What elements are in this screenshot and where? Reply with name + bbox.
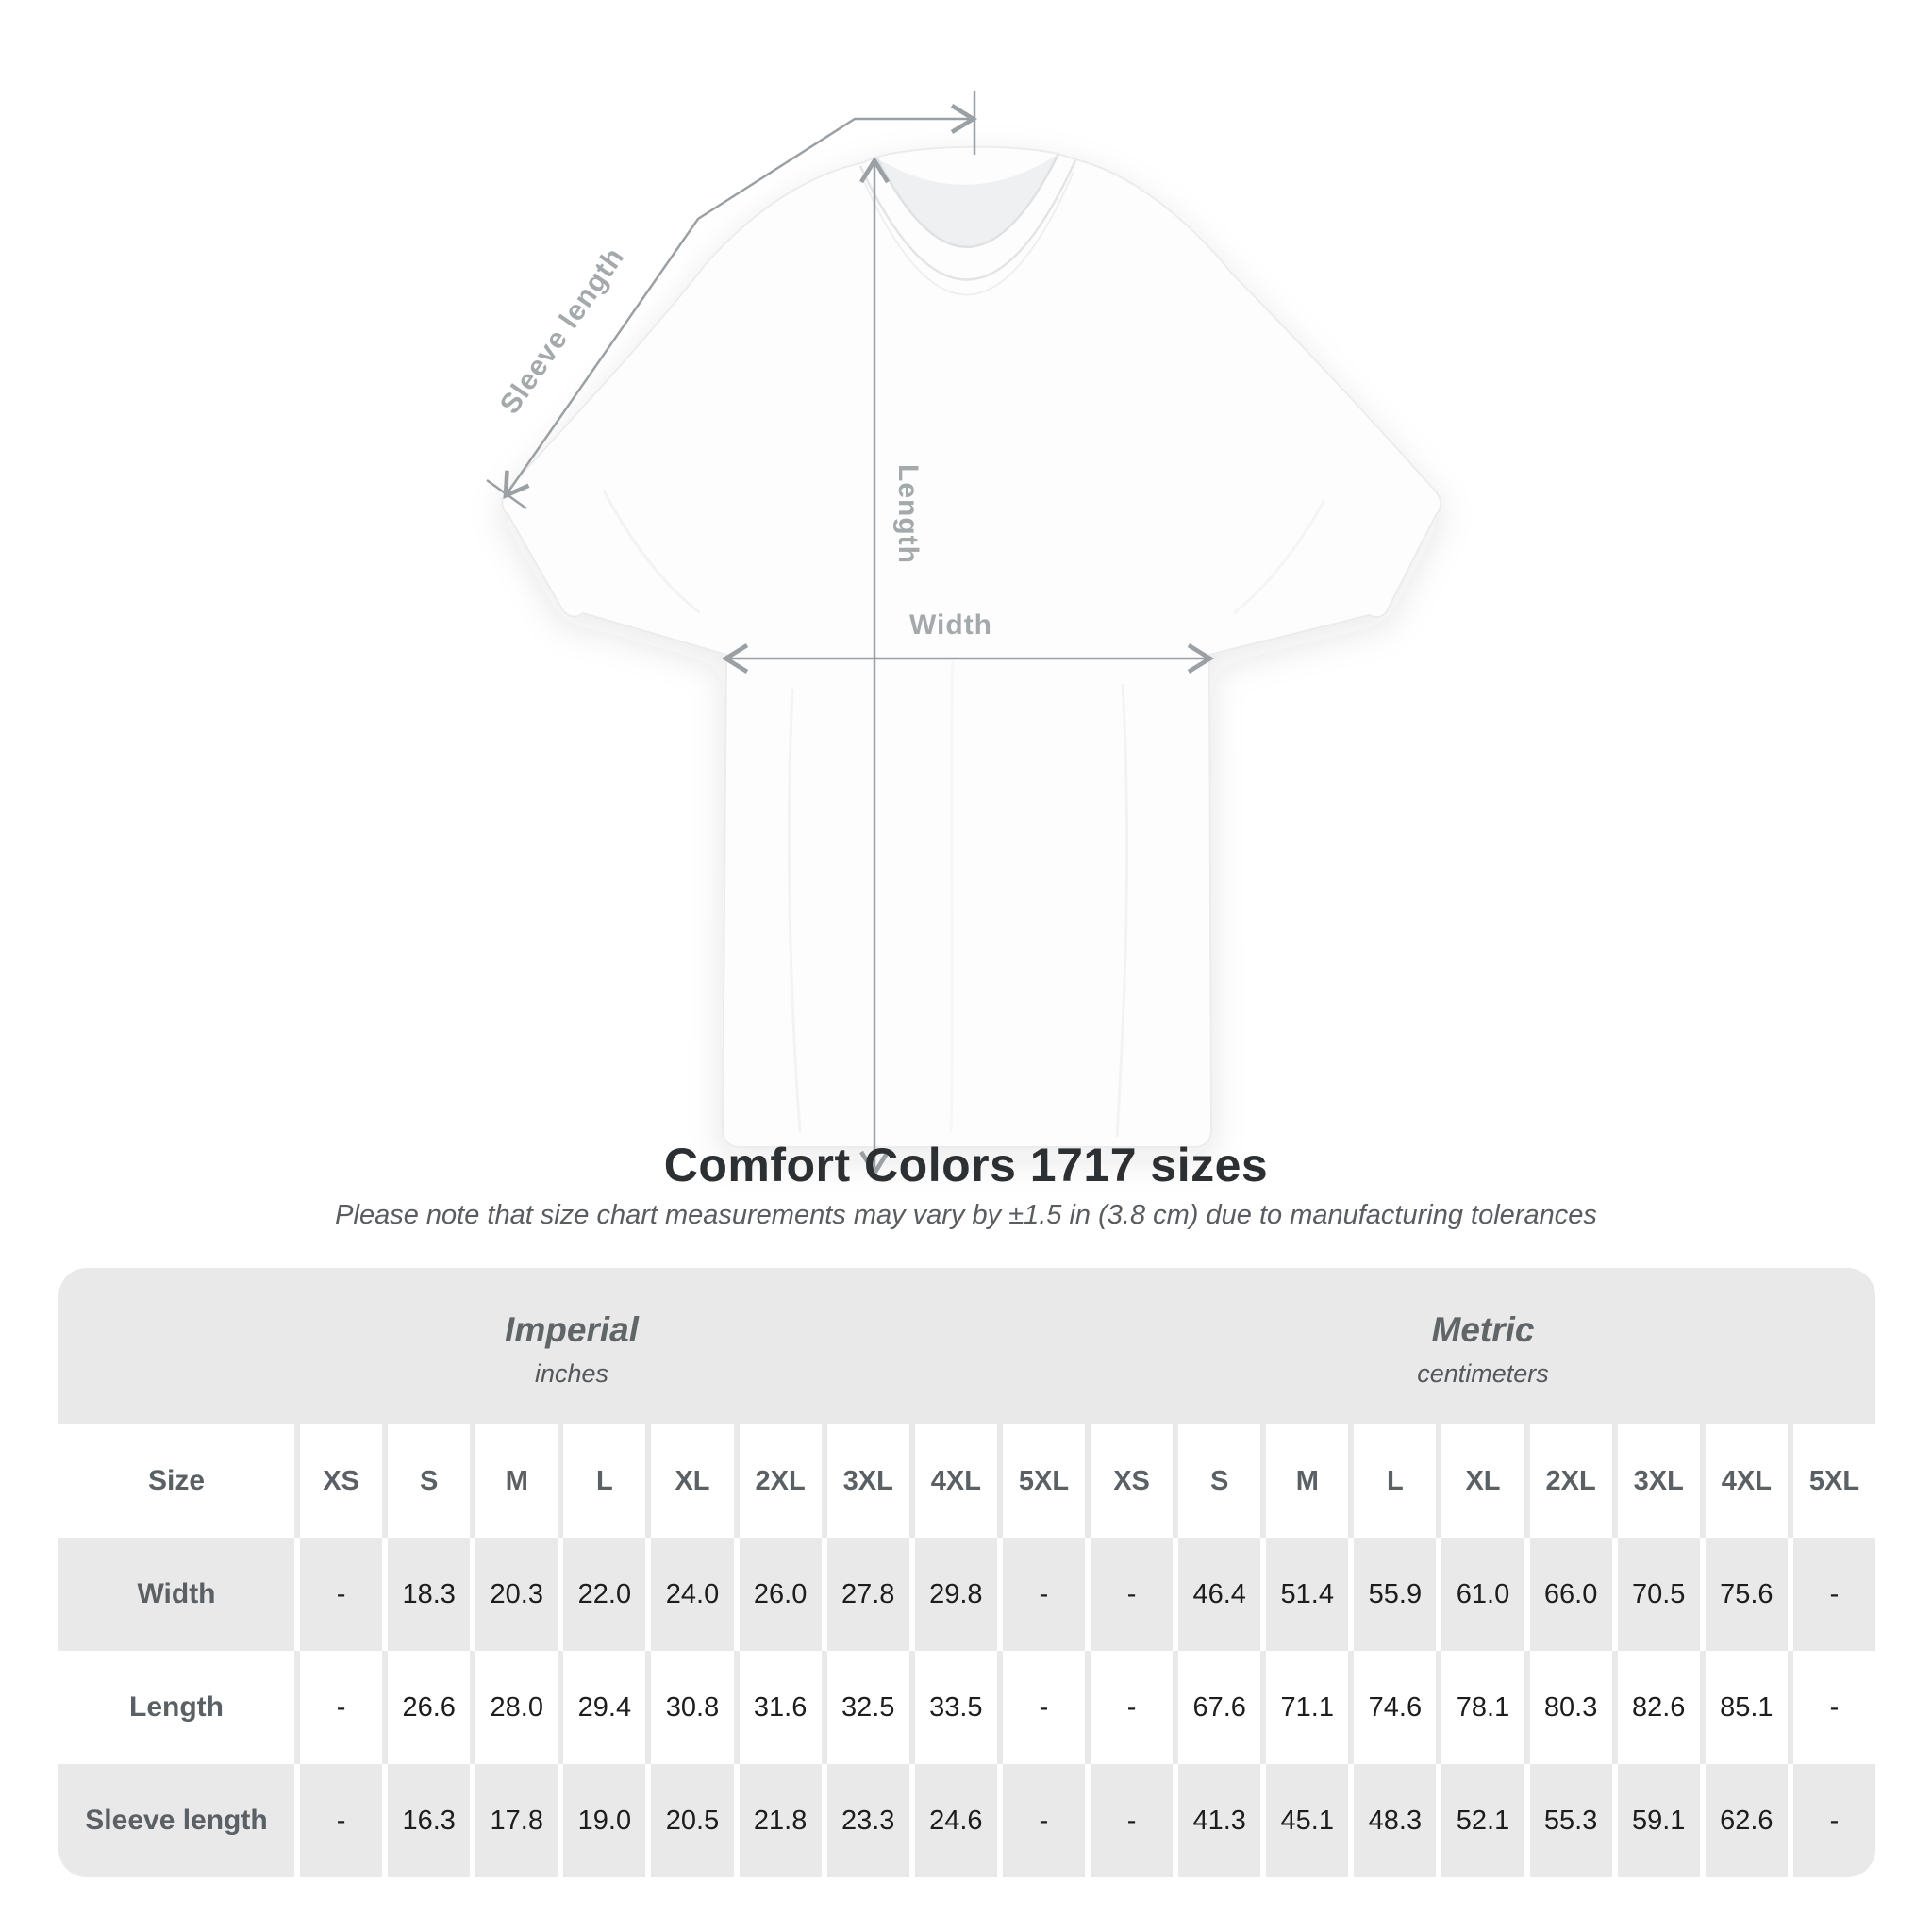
row-label: Sleeve length xyxy=(58,1764,294,1877)
table-cell: - xyxy=(1091,1651,1174,1764)
table-cell: 31.6 xyxy=(739,1651,822,1764)
size-col-header: 3XL xyxy=(826,1424,909,1538)
size-col-header: S xyxy=(388,1424,471,1538)
table-cell: 80.3 xyxy=(1529,1651,1612,1764)
row-label: Width xyxy=(58,1538,294,1651)
table-cell: 55.3 xyxy=(1529,1764,1612,1877)
table-cell: 67.6 xyxy=(1178,1651,1261,1764)
metric-unit: centimeters xyxy=(1417,1358,1549,1388)
table-row-sleeve-length: Sleeve length - 16.3 17.8 19.0 20.5 21.8… xyxy=(58,1764,1875,1877)
imperial-unit: inches xyxy=(534,1358,609,1388)
table-cell: - xyxy=(1002,1764,1085,1877)
table-cell: 27.8 xyxy=(826,1538,909,1651)
table-cell: 26.0 xyxy=(739,1538,822,1651)
row-label: Length xyxy=(58,1651,294,1764)
table-cell: 23.3 xyxy=(826,1764,909,1877)
table-cell: 17.8 xyxy=(475,1764,558,1877)
table-cell: 18.3 xyxy=(388,1538,471,1651)
table-cell: - xyxy=(1002,1651,1085,1764)
size-col-header: XS xyxy=(1091,1424,1174,1538)
table-cell: - xyxy=(300,1764,383,1877)
size-col-header: 5XL xyxy=(1792,1424,1875,1538)
table-cell: 33.5 xyxy=(914,1651,997,1764)
size-col-header: 4XL xyxy=(914,1424,997,1538)
size-table: Imperial inches Metric centimeters Size … xyxy=(58,1268,1875,1877)
page-title: Comfort Colors 1717 sizes xyxy=(663,1139,1269,1191)
metric-group-header: Metric centimeters xyxy=(1091,1268,1875,1424)
table-cell: 61.0 xyxy=(1441,1538,1524,1651)
table-cell: 51.4 xyxy=(1266,1538,1349,1651)
table-cell: 28.0 xyxy=(475,1651,558,1764)
size-header: Size xyxy=(58,1424,294,1538)
table-cell: 85.1 xyxy=(1705,1651,1788,1764)
table-cell: 48.3 xyxy=(1354,1764,1437,1877)
table-cell: - xyxy=(1002,1538,1085,1651)
table-cell: 70.5 xyxy=(1617,1538,1700,1651)
metric-label: Metric xyxy=(1431,1309,1535,1349)
size-col-header: 2XL xyxy=(739,1424,822,1538)
table-cell: 32.5 xyxy=(826,1651,909,1764)
table-cell: 16.3 xyxy=(388,1764,471,1877)
table-cell: 45.1 xyxy=(1266,1764,1349,1877)
size-col-header: 5XL xyxy=(1002,1424,1085,1538)
sleeve-length-arrow xyxy=(503,104,978,500)
table-cell: - xyxy=(300,1538,383,1651)
size-col-header: 2XL xyxy=(1529,1424,1612,1538)
table-cell: 82.6 xyxy=(1617,1651,1700,1764)
tshirt-measurement-diagram: Sleeve length Length Width xyxy=(486,91,1442,1178)
size-col-header: XS xyxy=(300,1424,383,1538)
table-cell: 20.3 xyxy=(475,1538,558,1651)
imperial-group-header: Imperial inches xyxy=(58,1268,1085,1424)
table-cell: 41.3 xyxy=(1178,1764,1261,1877)
table-cell: - xyxy=(1792,1764,1875,1877)
table-cell: 21.8 xyxy=(739,1764,822,1877)
table-cell: 71.1 xyxy=(1266,1651,1349,1764)
size-col-header: XL xyxy=(651,1424,734,1538)
table-cell: 29.4 xyxy=(563,1651,646,1764)
table-cell: - xyxy=(1792,1651,1875,1764)
table-cell: 52.1 xyxy=(1441,1764,1524,1877)
length-diagram-label: Length xyxy=(892,464,924,564)
table-cell: 24.0 xyxy=(651,1538,734,1651)
table-cell: 78.1 xyxy=(1441,1651,1524,1764)
table-cell: 62.6 xyxy=(1705,1764,1788,1877)
imperial-label: Imperial xyxy=(505,1309,639,1349)
size-col-header: L xyxy=(563,1424,646,1538)
measurement-lines xyxy=(486,91,1215,1178)
table-cell: 46.4 xyxy=(1178,1538,1261,1651)
table-cell: 24.6 xyxy=(914,1764,997,1877)
table-cell: 20.5 xyxy=(651,1764,734,1877)
table-cell: 59.1 xyxy=(1617,1764,1700,1877)
table-cell: 75.6 xyxy=(1705,1538,1788,1651)
table-cell: 29.8 xyxy=(914,1538,997,1651)
size-col-header: M xyxy=(1266,1424,1349,1538)
table-cell: 55.9 xyxy=(1354,1538,1437,1651)
table-cell: - xyxy=(1091,1764,1174,1877)
width-diagram-label: Width xyxy=(909,609,992,641)
table-cell: 26.6 xyxy=(388,1651,471,1764)
table-cell: 19.0 xyxy=(563,1764,646,1877)
sleeve-end-tick xyxy=(486,478,527,510)
size-col-header: L xyxy=(1354,1424,1437,1538)
table-cell: 22.0 xyxy=(563,1538,646,1651)
table-cell: - xyxy=(300,1651,383,1764)
size-col-header: M xyxy=(475,1424,558,1538)
tolerance-note: Please note that size chart measurements… xyxy=(335,1200,1597,1230)
unit-group-band: Imperial inches Metric centimeters xyxy=(58,1268,1875,1424)
table-row-length: Length - 26.6 28.0 29.4 30.8 31.6 32.5 3… xyxy=(58,1651,1875,1764)
table-cell: - xyxy=(1792,1538,1875,1651)
table-row-width: Width - 18.3 20.3 22.0 24.0 26.0 27.8 29… xyxy=(58,1538,1875,1651)
size-header-row: Size XS S M L XL 2XL 3XL 4XL 5XL XS S M … xyxy=(58,1424,1875,1538)
size-col-header: 3XL xyxy=(1617,1424,1700,1538)
size-col-header: S xyxy=(1178,1424,1261,1538)
size-col-header: XL xyxy=(1441,1424,1524,1538)
table-cell: 30.8 xyxy=(651,1651,734,1764)
table-cell: - xyxy=(1091,1538,1174,1651)
size-col-header: 4XL xyxy=(1705,1424,1788,1538)
table-cell: 66.0 xyxy=(1529,1538,1612,1651)
table-cell: 74.6 xyxy=(1354,1651,1437,1764)
